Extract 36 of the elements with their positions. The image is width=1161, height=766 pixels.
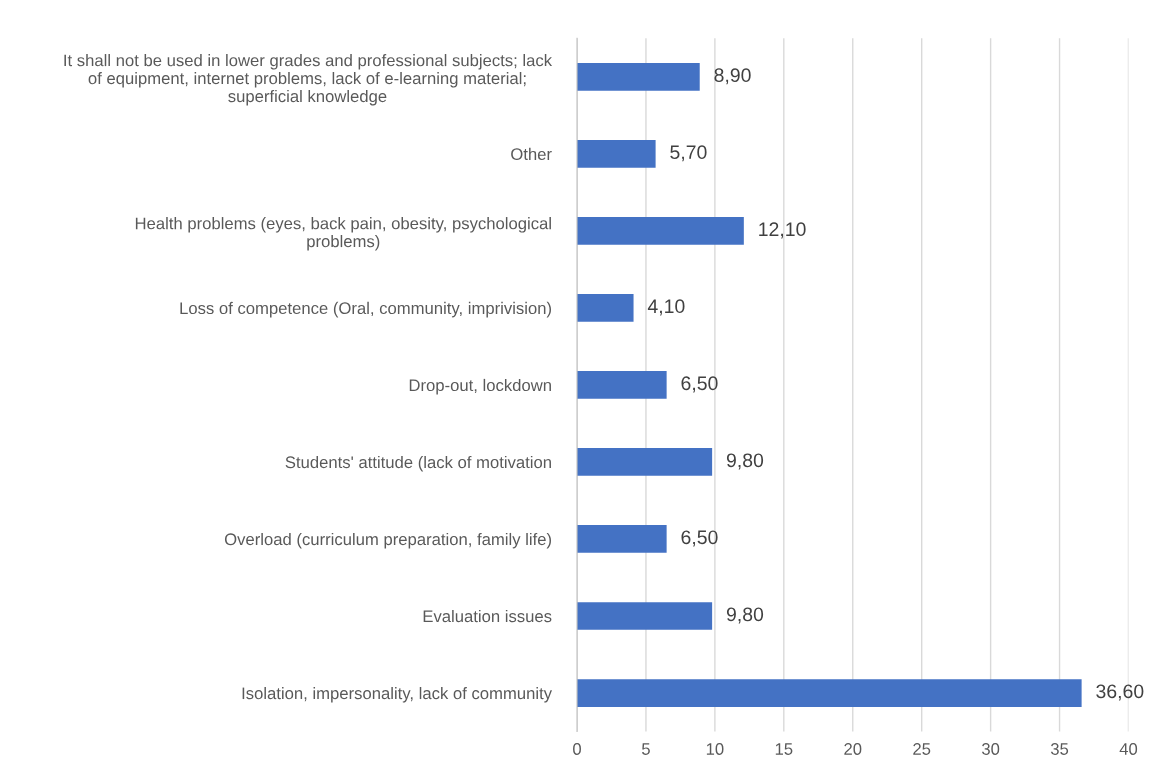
x-tick-label: 5 [641,743,650,755]
x-tick-label: 30 [981,743,1000,755]
y-tick-label: Isolation, impersonality, lack of community [242,686,552,703]
data-label: 36,60 [1096,684,1144,701]
bar [577,679,1082,707]
x-tick-label: 25 [913,743,931,755]
y-tick-label: Health problems (eyes, back pain, obesity, psychological problems) [135,217,551,251]
x-tick-label: 0 [573,743,581,755]
data-label: 6,50 [681,376,718,393]
data-label: 12,10 [759,222,806,239]
bar [577,217,744,245]
x-tick-label: 15 [775,743,793,755]
y-tick-label: Loss of competence (Oral, community, imprivision) [180,301,551,318]
data-label: 6,50 [681,530,718,547]
data-label: 5,70 [670,145,707,162]
x-tick-label: 10 [706,743,724,755]
y-tick-label: Drop-out, lockdown [409,378,551,395]
y-tick-label: It shall not be used in lower grades and professional subjects; lack of equipment, internet problems, lack of e-learning material; superficial knowledge [64,54,553,106]
bar [577,294,634,322]
data-label: 8,90 [714,68,751,85]
x-tick-label: 35 [1050,743,1069,755]
data-label: 9,80 [726,453,764,470]
x-tick-label: 20 [844,743,862,755]
bar [577,525,667,553]
bar [577,602,713,630]
bar [577,371,667,399]
y-tick-label: Overload (curriculum preparation, family life) [224,532,551,549]
y-tick-label: Other [511,147,552,161]
bar [577,139,656,168]
data-label: 4,10 [647,299,685,316]
data-label: 9,80 [726,607,764,624]
x-tick-label: 40 [1119,743,1138,755]
y-tick-label: Evaluation issues [423,609,552,623]
y-tick-label: Students' attitude (lack of motivation [285,455,551,472]
bar [577,62,700,91]
bar [577,448,713,476]
